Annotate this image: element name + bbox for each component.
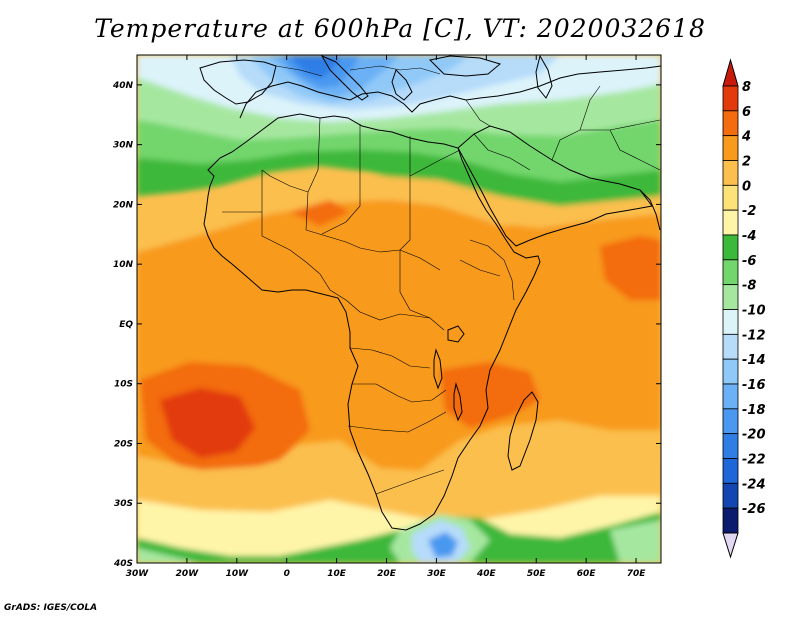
colorbar-label: -10 — [742, 304, 766, 319]
caspian-coastline — [535, 55, 553, 99]
colorbar-swatch — [722, 110, 739, 137]
band-p6-mozambique — [440, 362, 540, 428]
colorbar-swatch — [722, 358, 739, 385]
lake-tanganyika — [433, 348, 443, 390]
coastlines — [199, 55, 661, 531]
colorbar-swatch — [722, 433, 739, 459]
black-sea-coastline — [428, 55, 502, 77]
colorbar-swatch — [722, 333, 739, 360]
colorbar-label: 4 — [741, 130, 751, 145]
europe-coastline — [239, 65, 661, 119]
italy-coastline — [320, 55, 369, 101]
colorbar-swatch — [722, 234, 739, 261]
iberia-coastline — [199, 59, 277, 105]
arabia-coastline — [457, 125, 653, 247]
colorbar-label: 6 — [742, 105, 751, 120]
colorbar-swatch — [722, 184, 739, 211]
colorbar-swatch — [722, 458, 739, 484]
colorbar-label: -4 — [742, 229, 756, 244]
lat-tick-label: EQ — [119, 320, 133, 330]
colorbar-label: -14 — [742, 353, 766, 368]
colorbar-label: 2 — [742, 155, 751, 170]
lon-tick-label: 0 — [284, 569, 290, 579]
colorbar-swatch — [722, 209, 739, 236]
colorbar-label: 0 — [742, 179, 751, 194]
lat-tick-label: 20S — [114, 439, 133, 449]
colorbar-swatch — [722, 309, 739, 335]
border-sahel — [222, 211, 441, 319]
lon-tick-label: 50E — [527, 569, 547, 579]
madagascar-coastline — [507, 391, 539, 471]
chart-title: Temperature at 600hPa [C], VT: 202003261… — [94, 14, 706, 43]
lon-tick-label: 10W — [226, 569, 250, 579]
lake-victoria — [447, 325, 465, 343]
band-p6-sahara — [290, 200, 350, 226]
colorbar-label: -22 — [742, 453, 766, 468]
india-coastline — [639, 189, 661, 231]
colorbar-label: -26 — [742, 502, 766, 517]
colorbar-label: 8 — [742, 80, 751, 95]
colorbar-swatch — [722, 507, 739, 534]
colorbar-label: -6 — [742, 254, 756, 269]
border-horn — [459, 239, 515, 301]
lat-tick-label: 40S — [113, 559, 133, 569]
colorbar-swatch — [722, 85, 739, 112]
colorbar-swatch — [722, 284, 739, 310]
band-p0-mid — [137, 176, 661, 252]
colorbar-swatch — [722, 482, 739, 509]
border-north-africa — [261, 117, 461, 251]
lat-tick-label: 20N — [113, 200, 134, 210]
lon-tick-label: 70E — [627, 569, 647, 579]
lon-tick-label: 20E — [377, 569, 397, 579]
colorbar-label: -8 — [742, 279, 756, 294]
country-borders — [222, 65, 661, 495]
border-south — [347, 383, 447, 495]
greece-coastline — [391, 69, 413, 101]
band-n8-south — [137, 514, 661, 563]
colorbar-over-arrow — [722, 58, 739, 87]
credit-label: GrADS: IGES/COLA — [4, 603, 98, 613]
colorbar-label: -18 — [742, 403, 766, 418]
colorbar-label: -2 — [742, 204, 756, 219]
lon-tick-label: 20W — [176, 569, 200, 579]
colorbar-swatch — [722, 408, 739, 435]
axis-ticks: 30W 20W 10W 0 10E 20E 30E 40E 50E 60E 70E 40N 30N 20N… — [112, 55, 661, 579]
colorbar: 8 6 4 2 0 -2 -4 -6 -8 -10 -12 -14 -16 -18 -20 -22 -24 -26 — [722, 58, 766, 559]
border-central — [319, 273, 445, 369]
colorbar-swatch — [722, 259, 739, 286]
colorbar-label: -12 — [742, 328, 766, 343]
lat-tick-label: 30N — [113, 141, 134, 151]
border-europe — [275, 65, 491, 127]
lake-malawi — [453, 382, 463, 422]
lon-tick-label: 60E — [577, 569, 597, 579]
lat-tick-label: 40N — [112, 81, 134, 91]
band-n18-south — [428, 532, 458, 558]
lat-tick-label: 30S — [114, 499, 133, 509]
map-frame — [136, 54, 662, 564]
band-n20 — [290, 55, 340, 78]
lon-tick-label: 40E — [476, 569, 497, 579]
lon-tick-label: 10E — [327, 569, 347, 579]
colorbar-label: -24 — [742, 477, 766, 492]
band-p6-east — [600, 236, 661, 300]
africa-coastline — [203, 113, 541, 531]
colorbar-under-arrow — [722, 532, 739, 559]
lon-tick-label: 30E — [427, 569, 447, 579]
border-middle-east — [473, 85, 661, 171]
lat-tick-label: 10N — [113, 260, 134, 270]
colorbar-label: -16 — [742, 378, 766, 393]
band-p8-atlantic — [160, 388, 255, 458]
colorbar-swatch — [722, 160, 739, 186]
colorbar-label: -20 — [742, 428, 766, 443]
temperature-field — [137, 55, 661, 563]
lat-tick-label: 10S — [114, 380, 133, 390]
colorbar-swatch — [722, 383, 739, 410]
lon-tick-label: 30W — [126, 569, 150, 579]
colorbar-swatch — [722, 135, 739, 161]
